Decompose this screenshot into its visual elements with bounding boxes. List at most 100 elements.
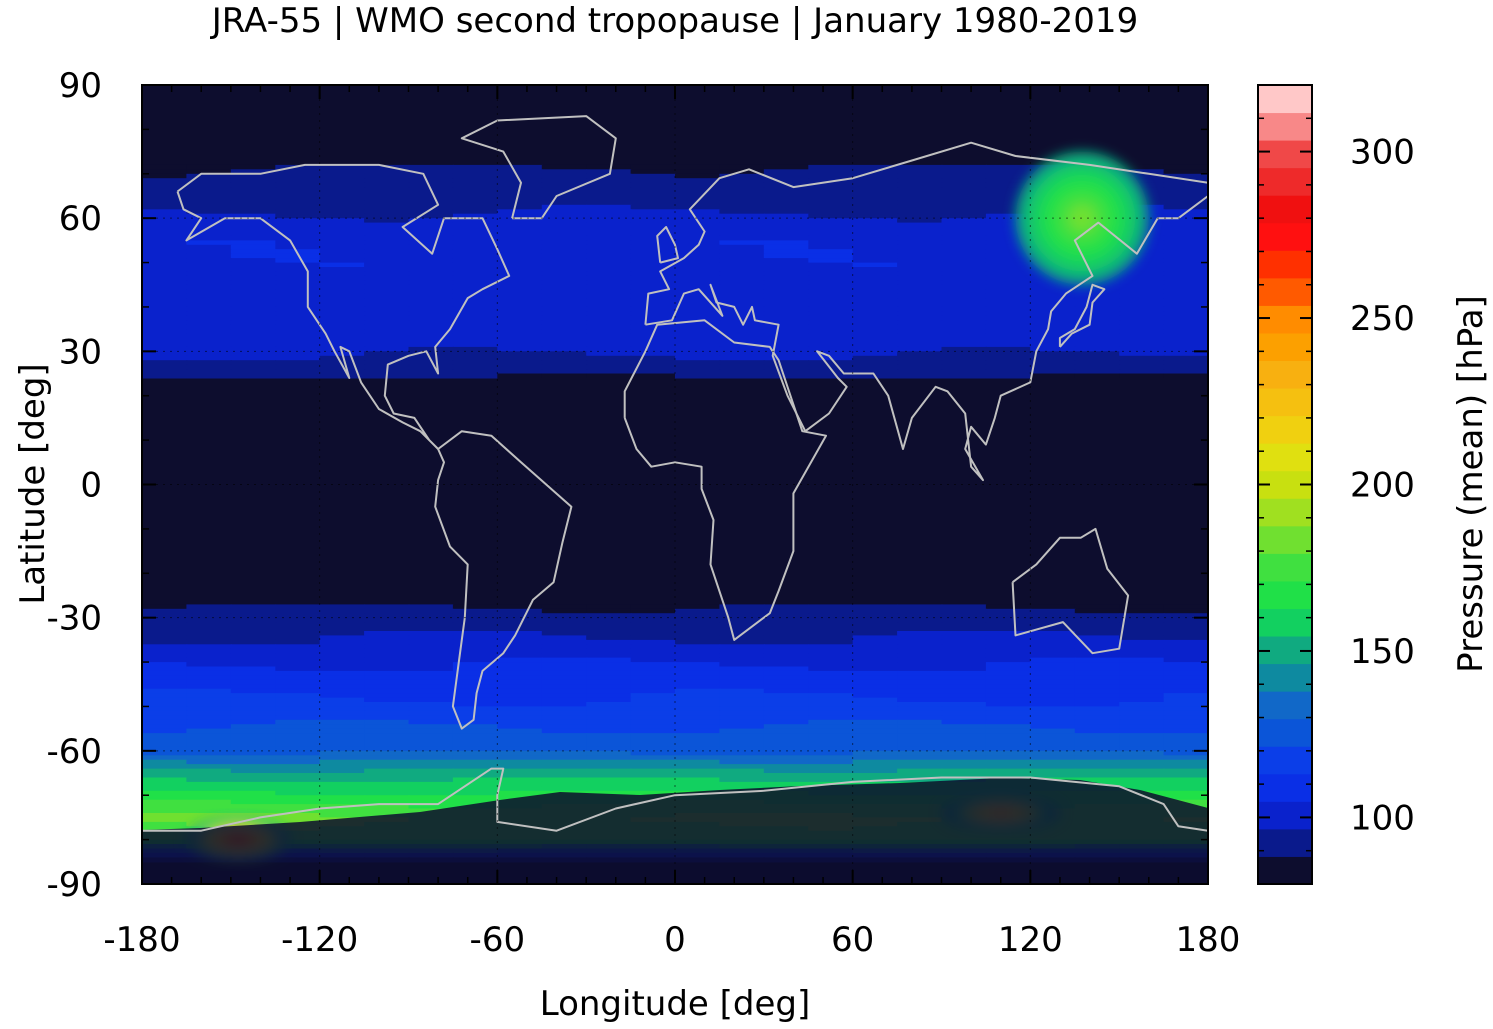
field-cell (364, 773, 410, 778)
field-cell (852, 608, 899, 614)
field-cell (1119, 781, 1165, 787)
field-cell (497, 373, 543, 379)
field-cell (897, 710, 943, 716)
field-cell (675, 684, 721, 690)
field-cell (941, 253, 987, 259)
field-cell (1030, 670, 1076, 676)
field-cell (630, 613, 676, 619)
field-cell (364, 742, 410, 747)
field-cell (675, 657, 721, 663)
field-cell (763, 369, 810, 375)
x-axis: -180 -120 -60 0 60 120 180 (103, 85, 1240, 960)
field-cell (142, 373, 188, 379)
field-cell (1030, 631, 1076, 636)
field-cell (186, 187, 232, 193)
field-cell (985, 320, 1032, 326)
field-cell (1119, 631, 1165, 636)
field-cell (186, 777, 232, 783)
field-cell (497, 351, 543, 357)
field-cell (630, 360, 676, 366)
field-cell (142, 693, 188, 699)
colorbar-segment (1258, 388, 1312, 417)
field-cell (319, 693, 366, 699)
field-cell (408, 355, 454, 361)
field-cell (364, 209, 410, 215)
field-cell (319, 258, 366, 264)
field-cell (1030, 608, 1076, 614)
field-cell (808, 679, 854, 685)
field-cell (319, 764, 366, 770)
field-cell (941, 271, 987, 277)
field-cell (142, 346, 188, 352)
field-cell (1163, 706, 1208, 712)
field-cell (630, 333, 676, 339)
field-cell (941, 320, 987, 326)
field-cell (275, 200, 321, 206)
field-cell (275, 622, 321, 628)
field-cell (1074, 333, 1121, 339)
field-cell (230, 213, 277, 219)
field-cell (230, 764, 277, 770)
field-cell (630, 746, 676, 752)
field-cell (319, 271, 366, 277)
field-cell (364, 240, 410, 246)
field-cell (1119, 289, 1165, 295)
colorbar-segment (1258, 498, 1312, 527)
field-cell (675, 298, 721, 304)
field-cell (364, 706, 410, 712)
field-band (142, 675, 1208, 681)
field-cell (675, 648, 721, 654)
field-cell (541, 710, 588, 716)
field-cell (719, 670, 765, 676)
field-cell (364, 657, 410, 663)
field-cell (630, 644, 676, 650)
field-cell (1119, 733, 1165, 739)
field-cell (586, 271, 632, 277)
field-cell (808, 684, 854, 690)
field-cell (319, 298, 366, 304)
field-cell (452, 764, 499, 770)
field-cell (541, 662, 588, 668)
field-cell (630, 635, 676, 641)
field-cell (941, 369, 987, 375)
field-cell (985, 298, 1032, 304)
field-cell (808, 240, 854, 246)
field-cell (497, 688, 543, 694)
field-cell (763, 648, 810, 654)
field-cell (808, 742, 854, 747)
field-cell (319, 355, 366, 361)
field-cell (897, 253, 943, 259)
field-cell (630, 626, 676, 632)
field-cell (230, 684, 277, 690)
field-cell (897, 187, 943, 193)
field-cell (1119, 355, 1165, 361)
field-cell (675, 608, 721, 614)
coastline (644, 141, 1208, 482)
field-cell (985, 240, 1032, 246)
field-cell (763, 613, 810, 619)
field-cell (452, 218, 499, 224)
field-cell (675, 750, 721, 756)
field-cell (497, 289, 543, 295)
field-cell (275, 746, 321, 752)
field-cell (1163, 342, 1208, 348)
field-cell (897, 626, 943, 632)
field-cell (941, 360, 987, 366)
field-cell (497, 653, 543, 659)
field-cell (452, 728, 499, 734)
field-cell (808, 373, 854, 379)
field-cell (941, 733, 987, 739)
field-cell (586, 715, 632, 721)
field-cell (941, 275, 987, 281)
field-cell (1163, 244, 1208, 250)
field-cell (719, 697, 765, 703)
field-cell (808, 342, 854, 348)
field-cell (497, 213, 543, 219)
field-cell (408, 329, 454, 335)
field-cell (186, 284, 232, 290)
field-cell (763, 364, 810, 370)
field-cell (719, 240, 765, 246)
field-cell (897, 302, 943, 308)
field-cell (497, 666, 543, 672)
field-cell (186, 196, 232, 201)
